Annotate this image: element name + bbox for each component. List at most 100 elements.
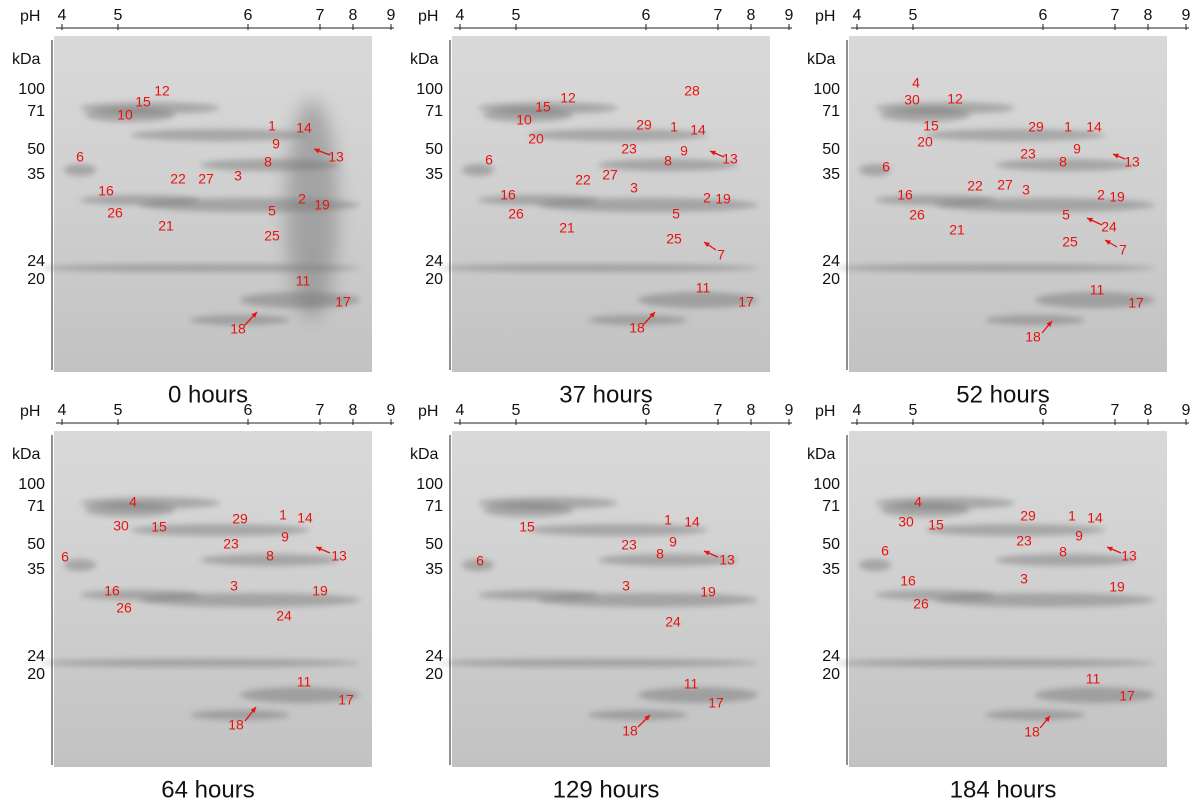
spot-label: 18 bbox=[629, 320, 645, 336]
gel-band bbox=[875, 497, 1015, 509]
gel-band bbox=[598, 159, 738, 171]
arrow-head bbox=[704, 550, 710, 556]
spot-label: 14 bbox=[1087, 510, 1103, 526]
arrow-head bbox=[649, 312, 655, 318]
mw-axis-label: kDa bbox=[410, 51, 439, 68]
gel-band bbox=[80, 590, 200, 600]
spot-label: 8 bbox=[1059, 544, 1067, 560]
spot-label: 15 bbox=[923, 118, 939, 134]
spot-label: 23 bbox=[223, 536, 239, 552]
spot-label: 27 bbox=[602, 167, 618, 183]
mw-tick-label: 50 bbox=[425, 536, 443, 553]
spot-label: 18 bbox=[1025, 329, 1041, 345]
ph-tick-label: 9 bbox=[785, 402, 794, 419]
spot-label: 11 bbox=[1090, 282, 1105, 298]
ph-tick-label: 8 bbox=[1144, 7, 1153, 24]
spot-label: 21 bbox=[559, 220, 575, 236]
mw-tick-label: 20 bbox=[27, 666, 45, 683]
ph-tick-label: 8 bbox=[747, 7, 756, 24]
spot-label: 25 bbox=[264, 228, 280, 244]
arrow-head bbox=[1105, 240, 1111, 245]
gel-band bbox=[64, 164, 96, 176]
mw-tick-label: 35 bbox=[27, 561, 45, 578]
spot-label: 11 bbox=[696, 280, 711, 296]
arrow-head bbox=[314, 148, 320, 154]
ph-tick-label: 6 bbox=[1039, 7, 1048, 24]
spot-label: 21 bbox=[158, 218, 174, 234]
gel-band bbox=[875, 195, 995, 205]
spot-label: 12 bbox=[560, 90, 576, 106]
gel-band bbox=[200, 554, 340, 566]
mw-tick-label: 71 bbox=[27, 103, 45, 120]
spot-label: 1 bbox=[279, 507, 287, 523]
gel-band bbox=[588, 710, 688, 720]
panel-caption: 184 hours bbox=[950, 776, 1057, 803]
arrow-head bbox=[1044, 716, 1050, 722]
gel-band bbox=[40, 264, 360, 272]
mw-tick-label: 20 bbox=[822, 271, 840, 288]
mw-tick-label: 35 bbox=[27, 166, 45, 183]
spot-label: 3 bbox=[234, 168, 242, 184]
spot-label: 22 bbox=[170, 171, 186, 187]
spot-label: 6 bbox=[882, 159, 890, 175]
spot-label: 13 bbox=[328, 149, 344, 165]
spot-label: 6 bbox=[61, 549, 69, 565]
spot-label: 1 bbox=[664, 512, 672, 528]
mw-tick-label: 50 bbox=[822, 536, 840, 553]
spot-label: 20 bbox=[917, 134, 933, 150]
mw-tick-label: 20 bbox=[27, 271, 45, 288]
mw-tick-label: 24 bbox=[27, 253, 45, 270]
spot-label: 5 bbox=[268, 203, 276, 219]
spot-label: 18 bbox=[230, 321, 246, 337]
mw-tick-label: 71 bbox=[425, 498, 443, 515]
spot-label: 17 bbox=[738, 294, 754, 310]
arrow-head bbox=[1113, 153, 1119, 159]
spot-label: 17 bbox=[1128, 295, 1144, 311]
gel-band bbox=[1035, 292, 1155, 308]
spot-label: 22 bbox=[967, 178, 983, 194]
ph-tick-label: 9 bbox=[785, 7, 794, 24]
ph-axis-label: pH bbox=[418, 8, 438, 25]
gel-band bbox=[478, 590, 598, 600]
gel-band bbox=[190, 315, 290, 325]
spot-label: 11 bbox=[297, 674, 312, 690]
spot-label: 2 bbox=[703, 190, 711, 206]
ph-axis-label: pH bbox=[815, 403, 835, 420]
panel-caption: 0 hours bbox=[168, 381, 248, 408]
ph-axis-label: pH bbox=[20, 403, 40, 420]
gel-band bbox=[478, 497, 618, 509]
spot-label: 21 bbox=[949, 222, 965, 238]
spot-label: 16 bbox=[98, 183, 114, 199]
mw-tick-label: 50 bbox=[27, 536, 45, 553]
spot-label: 15 bbox=[535, 99, 551, 115]
spot-label: 1 bbox=[670, 119, 678, 135]
ph-tick-label: 6 bbox=[642, 7, 651, 24]
spot-label: 3 bbox=[622, 578, 630, 594]
spot-label: 2 bbox=[298, 191, 306, 207]
gel-band bbox=[478, 102, 618, 114]
gel-band bbox=[80, 102, 220, 114]
mw-tick-label: 24 bbox=[425, 648, 443, 665]
gel-band bbox=[438, 264, 758, 272]
spot-label: 8 bbox=[656, 546, 664, 562]
spot-label: 6 bbox=[76, 149, 84, 165]
spot-label: 26 bbox=[107, 205, 123, 221]
gel-band bbox=[130, 524, 310, 536]
spot-label: 18 bbox=[228, 717, 244, 733]
ph-tick-label: 7 bbox=[316, 7, 325, 24]
gel-band bbox=[859, 164, 891, 176]
gel-band bbox=[638, 292, 758, 308]
spot-label: 3 bbox=[630, 180, 638, 196]
gel-band bbox=[1035, 687, 1155, 703]
ph-tick-label: 9 bbox=[387, 402, 396, 419]
spot-label: 13 bbox=[331, 548, 347, 564]
mw-tick-label: 24 bbox=[425, 253, 443, 270]
mw-tick-label: 100 bbox=[813, 81, 840, 98]
gel-band bbox=[985, 710, 1085, 720]
spot-label: 6 bbox=[476, 553, 484, 569]
spot-label: 13 bbox=[1121, 548, 1137, 564]
spot-label: 14 bbox=[684, 514, 700, 530]
spot-label: 3 bbox=[1022, 182, 1030, 198]
spot-label: 15 bbox=[519, 519, 535, 535]
